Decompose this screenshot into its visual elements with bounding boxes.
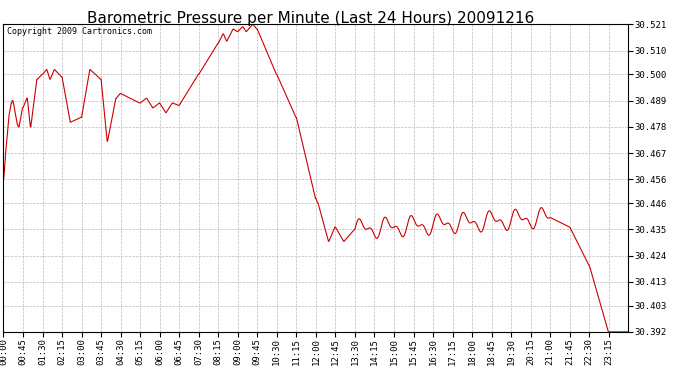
Text: Barometric Pressure per Minute (Last 24 Hours) 20091216: Barometric Pressure per Minute (Last 24 …	[87, 11, 534, 26]
Text: Copyright 2009 Cartronics.com: Copyright 2009 Cartronics.com	[7, 27, 152, 36]
